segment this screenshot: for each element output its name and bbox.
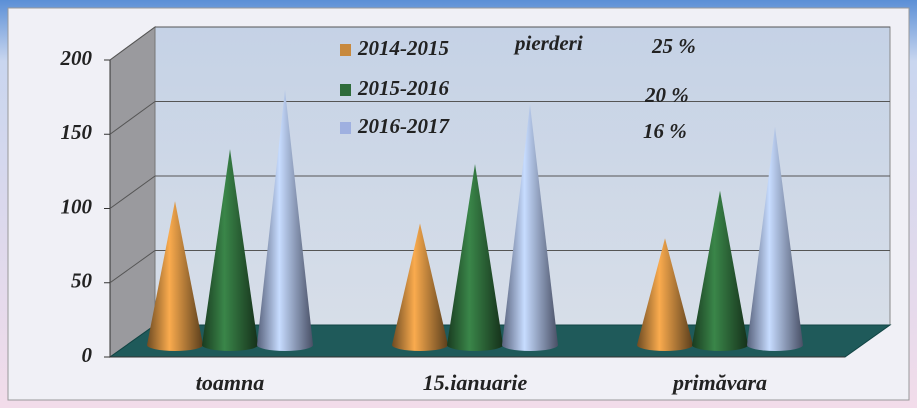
annotation: 16 % [643,119,687,143]
y-tick-label: 150 [61,120,93,144]
grid-line [109,175,156,209]
annotation: pierderi [513,31,583,55]
y-tick-label: 0 [82,343,93,367]
x-tick-label: 15.ianuarie [423,370,528,395]
grid-line [109,26,156,61]
cone [257,89,313,351]
x-tick-label: primăvara [671,370,767,395]
legend-swatch [340,44,351,56]
cone [637,238,693,351]
legend-label: 2016-2017 [357,114,450,138]
legend-swatch [340,84,351,96]
cone [447,163,503,351]
legend: 2014-2015 2015-2016 2016-2017 [340,36,450,138]
legend-label: 2015-2016 [357,76,449,100]
legend-swatch [340,122,351,134]
legend-label: 2014-2015 [357,36,449,60]
cone [692,190,748,351]
annotation: 20 % [644,83,689,107]
cone [202,149,258,351]
cone [502,104,558,351]
y-tick-label: 200 [60,46,93,70]
y-tick-label: 100 [61,194,93,218]
cone [392,223,448,351]
cone [147,201,203,351]
y-tick-label: 50 [71,269,93,293]
cone [747,126,803,351]
grid-line [109,101,156,135]
annotation: 25 % [651,34,696,58]
x-tick-label: toamna [196,370,264,395]
grid-line [109,250,156,284]
